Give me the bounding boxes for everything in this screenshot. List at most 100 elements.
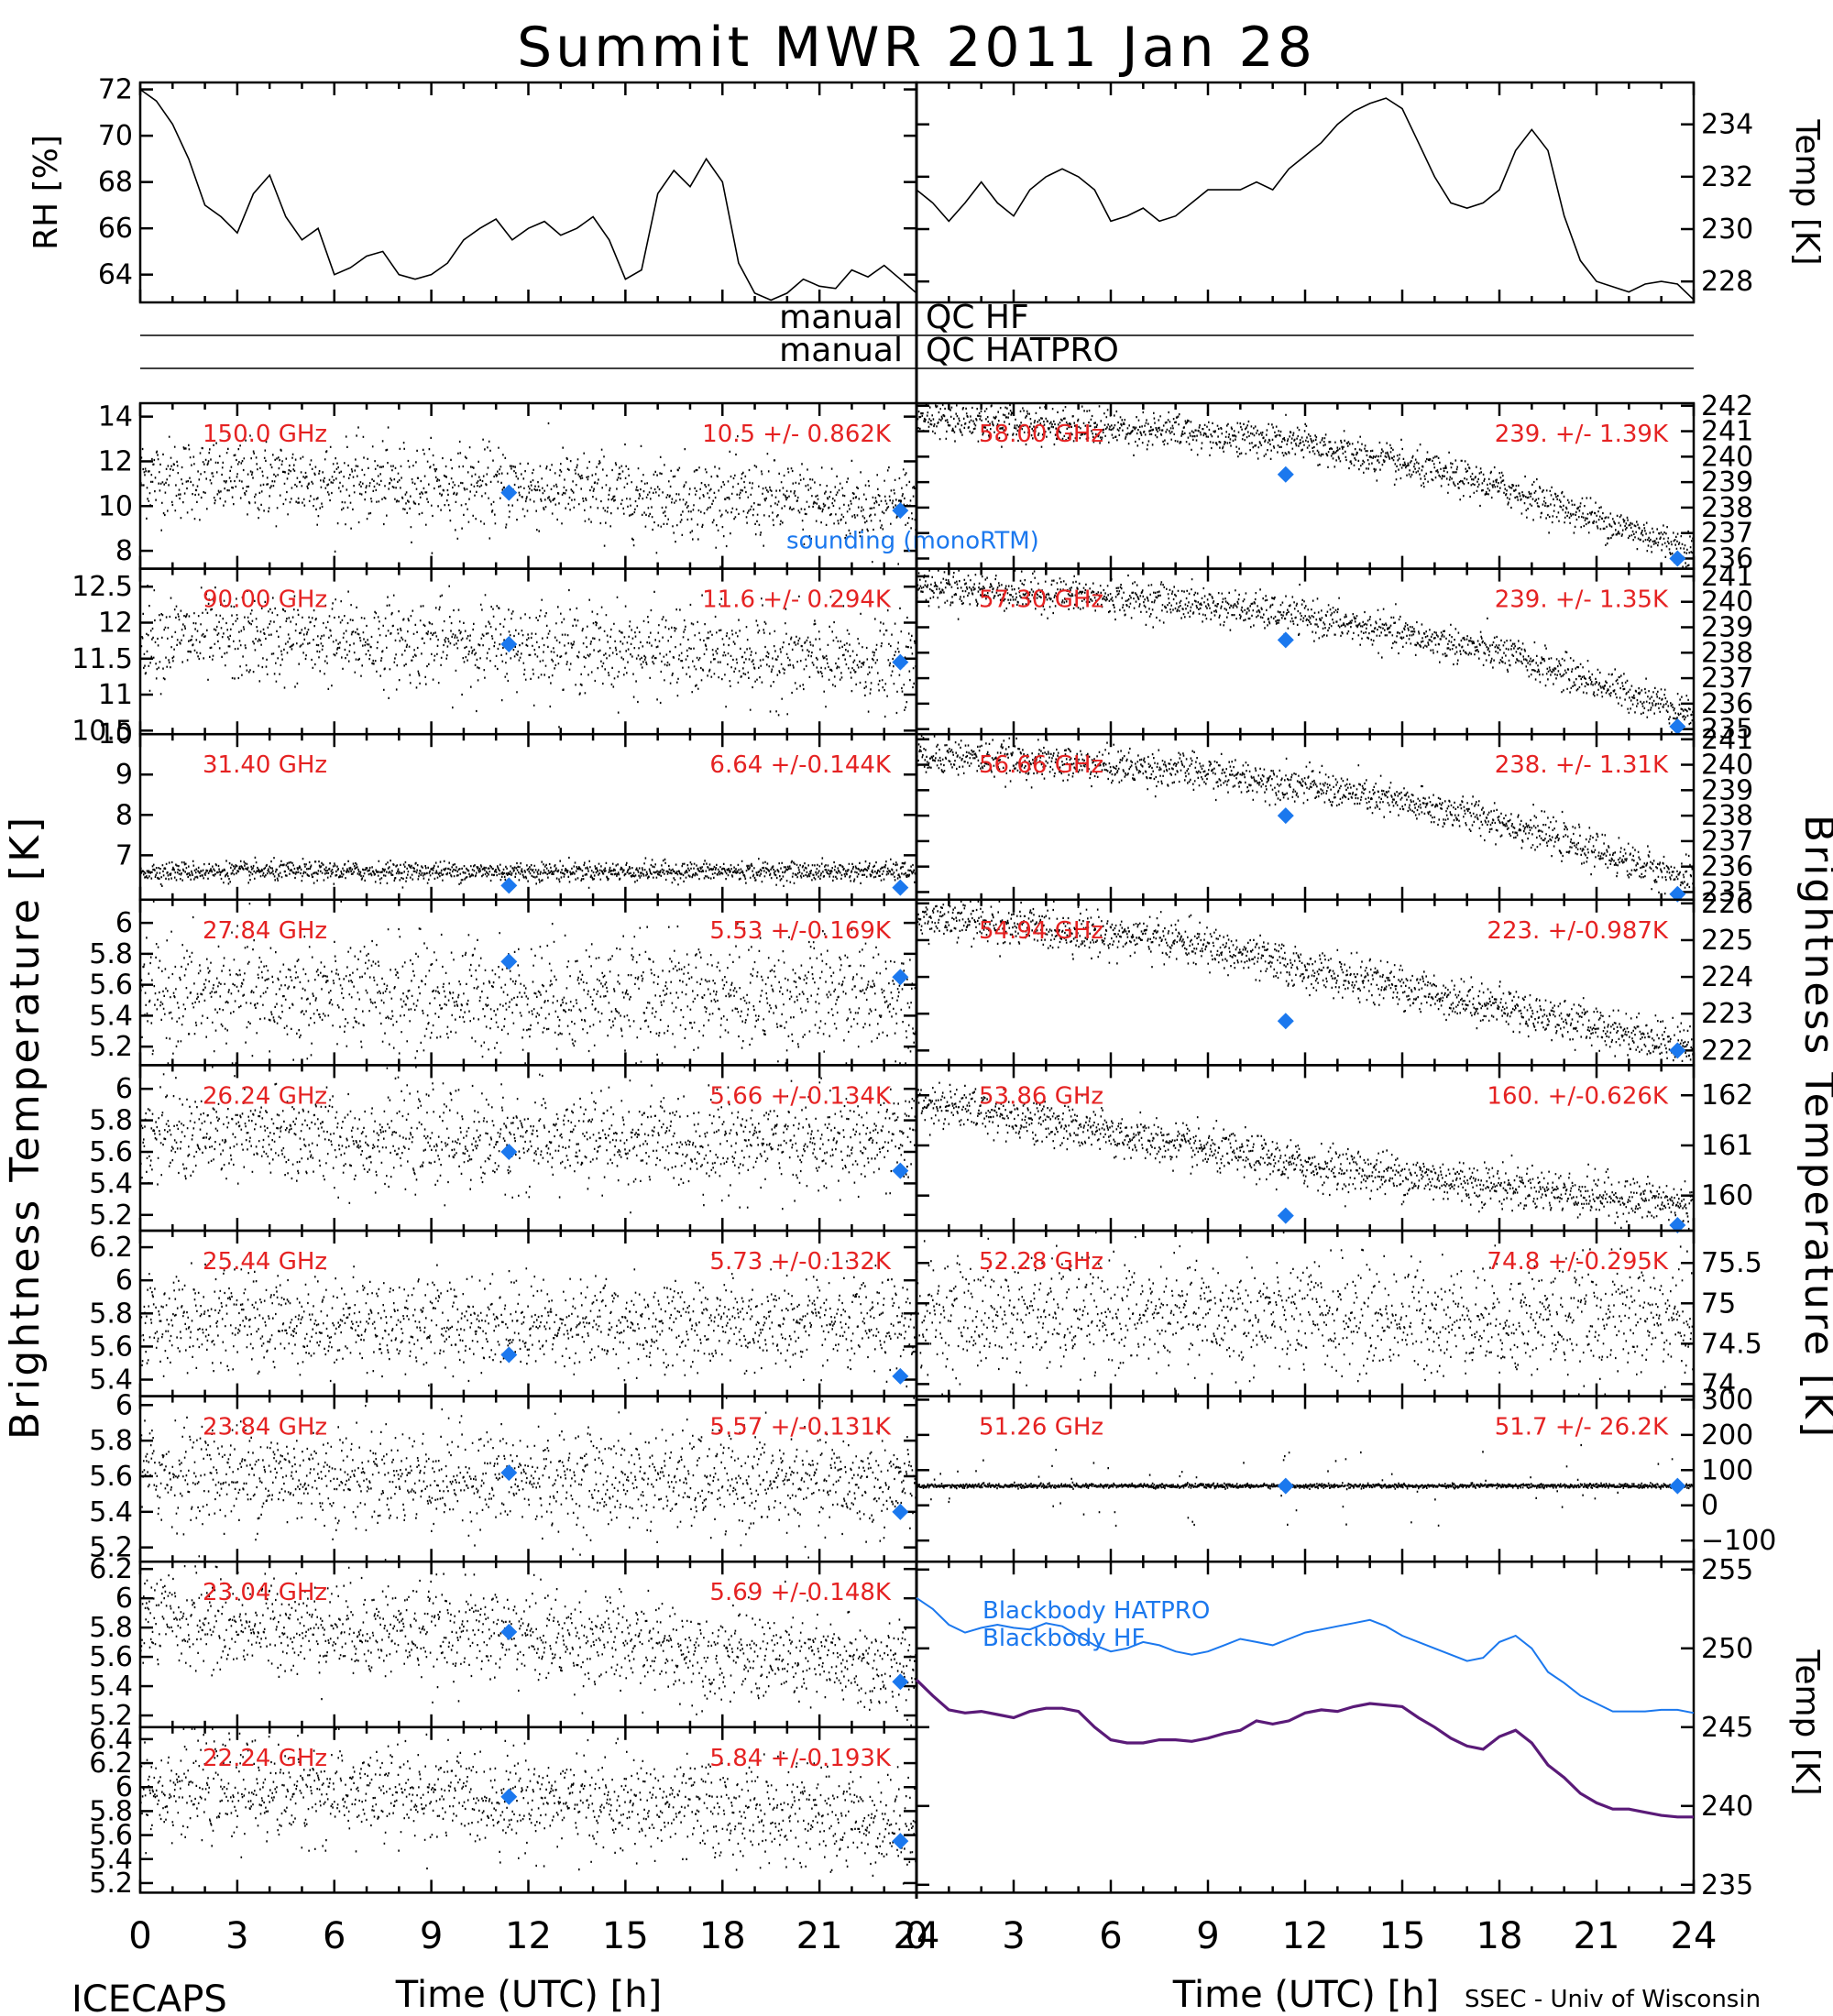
ch2784-panel-ytick-label: 5.8 [89,938,133,970]
ch5126-panel-ytick-label: 200 [1701,1419,1753,1452]
ch5386-freq-label: 53.86 GHz [979,1082,1103,1110]
right-xtick-label: 3 [1002,1915,1025,1957]
ch5494-sounding-marker [1277,1013,1294,1030]
ch5730-panel-ytick-label: 238 [1701,637,1753,669]
left-xtick-label: 15 [602,1915,649,1957]
ch2784-sounding-marker [500,953,518,970]
ch5800-panel-ytick-label: 242 [1701,390,1753,422]
ch314-panel-ytick-label: 8 [115,799,133,831]
ch150-panel-ytick-label: 12 [98,445,133,477]
ch5386-stat-label: 160. +/-0.626K [1487,1082,1669,1110]
ch2304-sounding-marker [500,1623,518,1640]
ch2784-panel-ytick-label: 5.6 [89,970,133,1002]
ch5494-freq-label: 54.94 GHz [979,917,1103,945]
ch5800-panel-ytick-label: 240 [1701,441,1753,473]
right-xlabel: Time (UTC) [h] [1172,1974,1439,2016]
left-xtick-label: 12 [505,1915,552,1957]
ch5228-panel-ytick-label: 75 [1701,1287,1736,1320]
bb-panel-ytick-label: 235 [1701,1869,1753,1901]
ch2784-scatter-points [140,900,917,1065]
rh-panel-ytick-label: 66 [98,213,133,245]
ch2224-scatter-points [140,1727,917,1885]
ch5696-stat-label: 238. +/- 1.31K [1495,751,1669,779]
ch2304-stat-label: 5.69 +/-0.148K [709,1579,892,1606]
ch150-stat-label: 10.5 +/- 0.862K [702,421,892,448]
ch5126-panel-ytick-label: 100 [1701,1454,1753,1486]
ch90-freq-label: 90.00 GHz [203,586,327,614]
left-xtick-label: 3 [225,1915,248,1957]
ch5730-freq-label: 57.30 GHz [979,586,1103,614]
ch314-stat-label: 6.64 +/-0.144K [709,751,892,779]
temp-panel-ytick-label: 228 [1701,266,1753,298]
bb-series-1-line [915,1679,1694,1819]
left-xtick-label: 24 [894,1915,940,1957]
ch2384-sounding-marker [500,1464,518,1482]
ch5494-stat-label: 223. +/-0.987K [1487,917,1669,945]
bb-legend-0: Blackbody HATPRO [982,1597,1210,1625]
ch2784-stat-label: 5.53 +/-0.169K [709,917,892,945]
ch90-sounding-marker [500,636,518,653]
ch2544-panel-ytick-label: 6 [115,1265,133,1297]
ch2544-sounding-marker [892,1367,909,1385]
ch2544-panel-ytick-label: 6.2 [89,1232,133,1264]
ch5696-panel-ytick-label: 236 [1701,851,1753,883]
ch2224-panel-ytick-label: 6 [115,1771,133,1803]
bb-legend-1: Blackbody HF [982,1625,1145,1652]
bb-panel-ytick-label: 255 [1701,1554,1753,1586]
temp-panel-ytick-label: 234 [1701,109,1753,141]
ch90-scatter-points [140,585,917,729]
temp-panel-ytick-label: 230 [1701,214,1753,246]
ch5228-panel-ytick-label: 75.5 [1701,1247,1762,1279]
ch2304-panel-ytick-label: 5.8 [89,1612,133,1644]
ch2624-scatter-points [140,1066,917,1214]
ch5126-panel-ytick-label: 0 [1701,1490,1718,1522]
ch2624-sounding-marker [892,1162,909,1179]
ch5228-panel-ytick-label: 74.5 [1701,1328,1762,1360]
ch314-panel-ytick-label: 7 [115,839,133,871]
ch5800-panel-ytick-label: 239 [1701,466,1753,499]
ch2384-panel-ytick-label: 5.4 [89,1496,133,1528]
ch2304-scatter-points [140,1565,917,1726]
ch150-panel-ytick-label: 14 [98,401,133,433]
left-xtick-label: 18 [699,1915,746,1957]
right-xtick-label: 9 [1196,1915,1219,1957]
ch2624-stat-label: 5.66 +/-0.134K [709,1082,892,1110]
ch90-panel-ytick-label: 10.5 [71,715,133,747]
ch2624-panel-ytick-label: 5.2 [89,1200,133,1232]
ch2384-panel-ytick-label: 5.2 [89,1532,133,1564]
ch150-freq-label: 150.0 GHz [203,421,327,448]
ch5696-panel-ytick-label: 241 [1701,724,1753,756]
ch5228-freq-label: 52.28 GHz [979,1248,1103,1276]
ch5696-panel-ytick-label: 235 [1701,876,1753,908]
ch5228-stat-label: 74.8 +/-0.295K [1487,1248,1669,1276]
ch5730-panel-ytick-label: 236 [1701,688,1753,720]
ch5800-stat-label: 239. +/- 1.39K [1495,421,1669,448]
ch314-scatter-points [140,856,917,889]
ch2304-sounding-marker [892,1673,909,1691]
ch5126-panel-ytick-label: 300 [1701,1384,1753,1416]
ch2384-panel-ytick-label: 5.8 [89,1425,133,1457]
right-xtick-label: 24 [1671,1915,1718,1957]
ch5696-panel-ytick-label: 237 [1701,826,1753,858]
ch2624-panel-ytick-label: 5.8 [89,1105,133,1137]
ch2304-panel-ytick-label: 5.6 [89,1641,133,1673]
ch5800-sounding-marker [1277,466,1294,483]
ch314-sounding-marker [500,877,518,894]
ch2784-panel-ytick-label: 5.4 [89,1000,133,1032]
ch5494-panel-ytick-label: 224 [1701,961,1753,993]
ch90-panel-ytick-label: 12.5 [71,571,133,603]
ch2624-panel-ytick-label: 5.4 [89,1167,133,1200]
ch2384-sounding-marker [892,1503,909,1520]
rh-panel-ytick-label: 68 [98,167,133,199]
ch150-panel-ytick-label: 8 [115,535,133,567]
bb-ylabel: Temp [K] [1788,1649,1826,1795]
ch5386-sounding-marker [1277,1207,1294,1224]
ch5494-panel-ytick-label: 226 [1701,888,1753,920]
ch2624-panel-ytick-label: 6 [115,1073,133,1105]
ch5696-panel-ytick-label: 240 [1701,750,1753,782]
temp-panel-ytick-label: 232 [1701,161,1753,193]
ch2544-freq-label: 25.44 GHz [203,1248,327,1276]
ch150-sounding-marker [892,502,909,520]
ch5730-panel-ytick-label: 241 [1701,561,1753,593]
ch2784-sounding-marker [892,969,909,986]
